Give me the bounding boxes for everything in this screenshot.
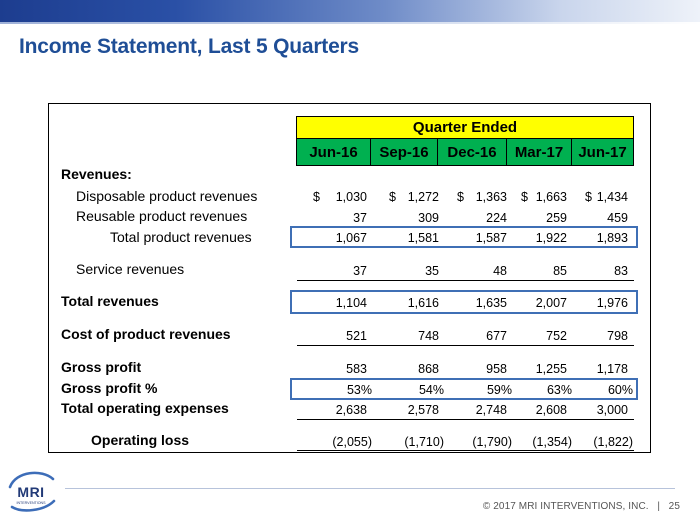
table-cell: 2,638	[335, 403, 367, 417]
table-cell: (1,790)	[472, 435, 512, 449]
table-cell: 59%	[486, 383, 512, 397]
table-cell: 37	[353, 211, 367, 225]
table-cell: 752	[546, 329, 567, 343]
revenues-heading: Revenues:	[61, 166, 132, 182]
table-cell: 958	[486, 362, 507, 376]
table-cell: 1,272	[407, 190, 439, 204]
row-label: Service revenues	[76, 261, 185, 277]
table-cell: 3,000	[596, 403, 628, 417]
table-cell: (1,822)	[593, 435, 633, 449]
table-cell: 1,030	[335, 190, 367, 204]
table-cell: 1,922	[535, 231, 567, 245]
table-cell: 53%	[346, 383, 372, 397]
table-cell: 1,178	[596, 362, 628, 376]
table-cell: (1,354)	[532, 435, 572, 449]
table-cell: 1,663	[535, 190, 567, 204]
row-underline	[297, 450, 634, 451]
highlight-box-gross-profit-pct	[290, 378, 638, 400]
table-cell: (2,055)	[332, 435, 372, 449]
logo-subtext: INTERVENTIONS	[16, 501, 46, 505]
dollar-sign: $	[313, 190, 320, 204]
quarter-header-dec16: Dec-16	[438, 139, 507, 166]
top-banner	[0, 0, 700, 24]
table-cell: 1,104	[335, 296, 367, 310]
table-cell: 1,587	[475, 231, 507, 245]
table-cell: 798	[607, 329, 628, 343]
table-cell: 2,007	[535, 296, 567, 310]
table-cell: 1,255	[535, 362, 567, 376]
row-underline	[297, 419, 634, 420]
highlight-box-total-product	[290, 226, 638, 248]
logo-text: MRI	[17, 484, 44, 500]
table-cell: 583	[346, 362, 367, 376]
table-cell: 63%	[546, 383, 572, 397]
page-number: 25	[668, 501, 680, 512]
table-cell: 677	[486, 329, 507, 343]
quarter-header-sep16: Sep-16	[371, 139, 438, 166]
table-cell: 2,578	[407, 403, 439, 417]
quarter-header-mar17: Mar-17	[507, 139, 572, 166]
table-cell: (1,710)	[404, 435, 444, 449]
footer-divider	[65, 488, 675, 489]
mri-logo: MRI INTERVENTIONS	[8, 471, 56, 512]
dollar-sign: $	[521, 190, 528, 204]
table-cell: 2,608	[535, 403, 567, 417]
table-cell: 35	[425, 264, 439, 278]
table-cell: 459	[607, 211, 628, 225]
row-underline	[297, 280, 634, 281]
quarter-ended-header: Quarter Ended	[296, 116, 634, 139]
row-label: Cost of product revenues	[61, 326, 231, 342]
table-cell: 85	[553, 264, 567, 278]
table-cell: 309	[418, 211, 439, 225]
table-cell: 1,434	[596, 190, 628, 204]
table-cell: 868	[418, 362, 439, 376]
table-cell: 37	[353, 264, 367, 278]
table-cell: 521	[346, 329, 367, 343]
row-label: Total operating expenses	[61, 400, 229, 416]
table-cell: 259	[546, 211, 567, 225]
footer: © 2017 MRI INTERVENTIONS, INC. | 25	[440, 501, 680, 512]
table-cell: 1,581	[407, 231, 439, 245]
row-label: Reusable product revenues	[76, 208, 248, 224]
dollar-sign: $	[389, 190, 396, 204]
table-cell: 48	[493, 264, 507, 278]
table-cell: 748	[418, 329, 439, 343]
row-label: Total product revenues	[110, 229, 252, 245]
table-cell: 54%	[418, 383, 444, 397]
table-cell: 1,616	[407, 296, 439, 310]
table-cell: 1,893	[596, 231, 628, 245]
table-cell: 60%	[607, 383, 633, 397]
table-cell: 224	[486, 211, 507, 225]
table-cell: 2,748	[475, 403, 507, 417]
table-cell: 1,067	[335, 231, 367, 245]
copyright-text: © 2017 MRI INTERVENTIONS, INC.	[482, 501, 649, 512]
row-underline	[297, 345, 634, 346]
dollar-sign: $	[457, 190, 464, 204]
table-frame	[48, 103, 651, 453]
page-title: Income Statement, Last 5 Quarters	[19, 35, 360, 58]
quarter-header-jun16: Jun-16	[296, 139, 371, 166]
quarter-header-jun17: Jun-17	[572, 139, 634, 166]
table-cell: 1,635	[475, 296, 507, 310]
row-label: Operating loss	[91, 432, 190, 448]
dollar-sign: $	[585, 190, 592, 204]
row-label: Gross profit %	[61, 380, 158, 396]
footer-separator: |	[657, 501, 661, 512]
row-label: Total revenues	[61, 293, 159, 309]
row-label: Disposable product revenues	[76, 188, 258, 204]
row-label: Gross profit	[61, 359, 142, 375]
table-cell: 83	[614, 264, 628, 278]
table-cell: 1,363	[475, 190, 507, 204]
table-cell: 1,976	[596, 296, 628, 310]
highlight-box-total-revenues	[290, 290, 638, 314]
